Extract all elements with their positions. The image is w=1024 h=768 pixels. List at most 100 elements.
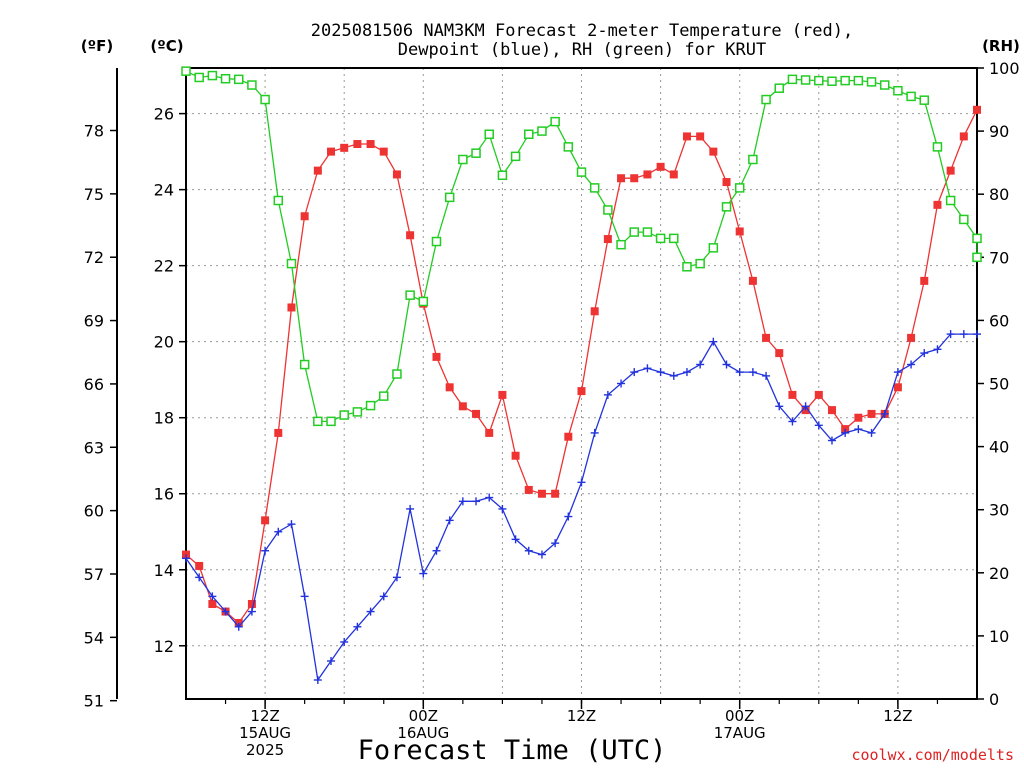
dewpoint-point — [524, 546, 533, 555]
dewpoint-point — [709, 337, 718, 346]
temperature-point — [893, 383, 902, 392]
rh-point — [866, 77, 877, 87]
dewpoint-point — [379, 592, 388, 601]
temperature-point — [933, 200, 942, 209]
chart-title-line2: Dewpoint (blue), RH (green) for KRUT — [398, 40, 766, 60]
dewpoint-point — [656, 368, 665, 377]
dewpoint-point — [300, 592, 309, 601]
temperature-point — [392, 170, 401, 179]
dewpoint-point — [445, 516, 454, 525]
chart-title-line1: 2025081506 NAM3KM Forecast 2-meter Tempe… — [311, 21, 853, 41]
rh-point — [260, 94, 270, 105]
temperature-point — [696, 132, 705, 141]
rh-point — [589, 183, 600, 193]
rh-point — [220, 73, 231, 84]
rh-point — [405, 290, 415, 300]
dewpoint-point — [630, 368, 639, 377]
temperature-point — [617, 174, 626, 183]
dewpoint-point — [234, 622, 243, 631]
dewpoint-point — [643, 364, 652, 373]
rh-point — [814, 75, 824, 86]
celsius-tick-label: 20 — [154, 333, 174, 352]
temperature-point — [722, 178, 731, 187]
temperature-point — [867, 409, 876, 418]
dewpoint-point — [946, 330, 955, 339]
celsius-tick-label: 26 — [154, 105, 174, 124]
rh-point — [893, 85, 903, 96]
x-tick-label: 00Z — [725, 707, 754, 725]
celsius-tick-label: 14 — [154, 561, 174, 580]
temperature-point — [959, 132, 968, 141]
dewpoint-point — [722, 360, 731, 369]
credit-text: coolwx.com/modelts — [851, 746, 1014, 764]
rh-point — [682, 262, 692, 272]
rh-point — [932, 142, 943, 152]
rh-point — [365, 400, 376, 411]
dewpoint-point — [353, 622, 362, 631]
temperature-point — [485, 428, 494, 437]
rh-point — [853, 75, 864, 86]
temperature-point — [775, 349, 784, 358]
temperature-point — [327, 147, 336, 156]
rh-tick-label: 50 — [989, 375, 1009, 394]
temperature-point — [973, 105, 981, 114]
dewpoint-point — [973, 330, 981, 339]
dewpoint-point — [775, 402, 784, 411]
fahrenheit-tick-label: 69 — [84, 312, 104, 331]
x-tick-label: 2025 — [246, 741, 284, 759]
celsius-tick-label: 22 — [154, 257, 174, 276]
rh-point — [840, 75, 850, 86]
dewpoint-point — [392, 573, 401, 582]
temperature-point — [340, 143, 349, 152]
temperature-point — [709, 147, 718, 156]
rh-point — [879, 80, 890, 90]
rh-point — [945, 195, 956, 206]
temperature-point — [788, 390, 797, 399]
temperature-point — [300, 212, 309, 221]
dewpoint-point — [907, 360, 916, 369]
dewpoint-point — [762, 371, 771, 380]
temperature-point — [498, 390, 507, 399]
fahrenheit-tick-label: 54 — [84, 628, 104, 647]
rh-point — [484, 129, 494, 140]
dewpoint-point — [841, 428, 850, 437]
data-series — [181, 66, 982, 684]
fahrenheit-tick-label: 63 — [84, 438, 104, 457]
dewpoint-point — [617, 379, 626, 388]
x-tick-label: 12Z — [567, 707, 596, 725]
x-tick-label: 15AUG — [239, 724, 291, 742]
x-axis-title: Forecast Time (UTC) — [358, 735, 667, 766]
rh-point — [537, 126, 547, 136]
rh-point — [352, 407, 363, 417]
temperature-point — [445, 383, 454, 392]
temperature-point — [814, 390, 823, 399]
fahrenheit-tick-label: 57 — [84, 565, 104, 584]
rh-point — [972, 233, 982, 244]
celsius-axis-label: (ºC) — [150, 37, 183, 55]
rh-point — [431, 236, 442, 247]
dewpoint-point — [880, 409, 889, 418]
rh-point — [774, 83, 784, 93]
rh-point — [326, 416, 336, 427]
temperature-point — [762, 333, 771, 342]
rh-point — [524, 129, 534, 140]
temperature-point — [511, 451, 520, 460]
temperature-point — [669, 170, 678, 179]
temperature-point — [353, 140, 362, 149]
x-tick-label: 12Z — [883, 707, 912, 725]
rh-point — [379, 391, 389, 401]
fahrenheit-axis-label: (ºF) — [81, 37, 113, 55]
temperature-point — [524, 485, 533, 494]
rh-point — [194, 72, 204, 83]
temperature-point — [208, 599, 217, 608]
rh-point — [233, 74, 244, 85]
temperature-point — [643, 170, 652, 179]
temperature-point — [195, 561, 204, 570]
rh-tick-label: 90 — [989, 122, 1009, 141]
dewpoint-point — [814, 421, 823, 430]
rh-point — [299, 359, 310, 370]
rh-point — [339, 410, 349, 420]
dewpoint-point — [748, 368, 757, 377]
